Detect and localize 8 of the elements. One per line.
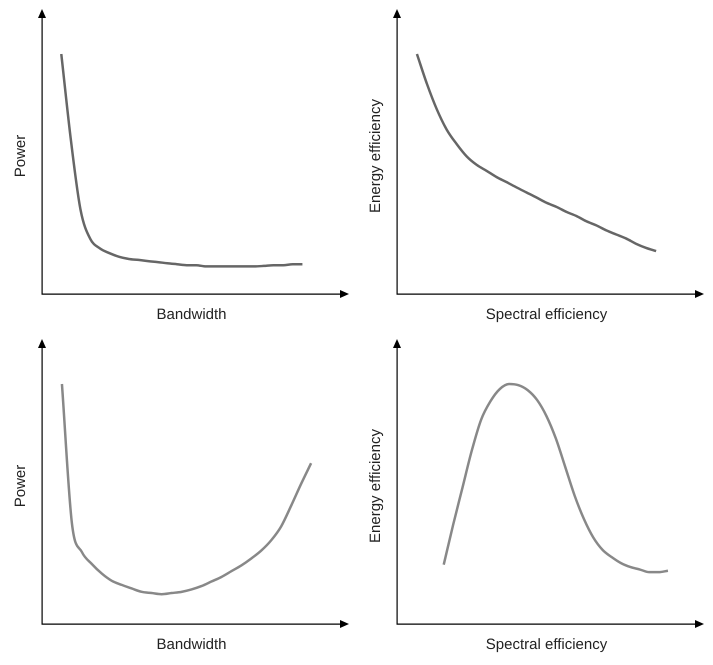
x-axis-title: Spectral efficiency	[486, 306, 608, 324]
y-axis-title: Power	[12, 464, 30, 508]
x-axis-title: Bandwidth	[156, 306, 227, 324]
y-axis-title: Power	[12, 134, 30, 178]
x-axis-title: Bandwidth	[156, 636, 227, 654]
y-axis-title: Energy efficiency	[367, 98, 384, 213]
y-axis-title: Energy efficiency	[367, 428, 384, 543]
x-axis-title: Spectral efficiency	[486, 636, 608, 654]
